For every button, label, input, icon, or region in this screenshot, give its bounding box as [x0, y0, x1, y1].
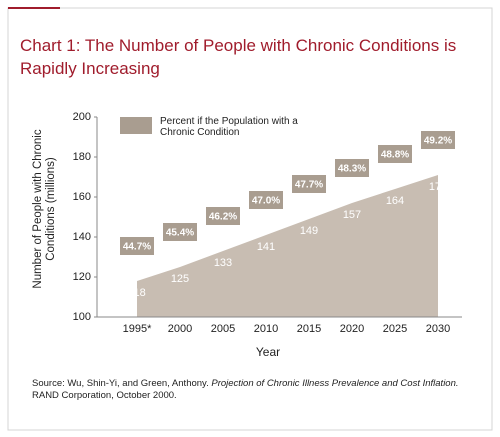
data-label: 149	[300, 225, 318, 237]
x-tick-label: 1995*	[123, 323, 152, 335]
source-prefix: Source: Wu, Shin-Yi, and Green, Anthony.	[32, 378, 209, 389]
percent-label: 47.0%	[252, 196, 280, 207]
percent-label: 44.7%	[123, 242, 151, 253]
data-label: 164	[386, 195, 404, 207]
y-tick-label: 160	[73, 191, 91, 203]
data-label: 157	[343, 209, 361, 221]
percent-label: 47.7%	[295, 180, 323, 191]
percent-box	[292, 175, 326, 193]
y-axis-label: Number of People with Chronic Conditions…	[32, 129, 57, 289]
percent-label: 45.4%	[166, 228, 194, 239]
data-label: 141	[257, 241, 275, 253]
data-label: 125	[171, 273, 189, 285]
legend-swatch	[120, 117, 152, 134]
y-tick-label: 140	[73, 231, 91, 243]
percent-label: 46.2%	[209, 212, 237, 223]
percent-label: 48.8%	[381, 150, 409, 161]
x-tick-label: 2010	[254, 323, 278, 335]
percent-label: 49.2%	[424, 136, 452, 147]
percent-box	[120, 237, 154, 255]
y-tick-label: 180	[73, 151, 91, 163]
percent-label: 48.3%	[338, 164, 366, 175]
x-tick-label: 2025	[383, 323, 407, 335]
percent-box	[378, 145, 412, 163]
y-tick-label: 100	[73, 311, 91, 323]
area	[137, 175, 438, 317]
y-tick-label: 200	[73, 111, 91, 123]
data-label: 118	[128, 287, 146, 299]
data-label: 171	[429, 181, 447, 193]
percent-box	[163, 223, 197, 241]
x-tick-label: 2030	[426, 323, 450, 335]
percent-box	[421, 131, 455, 149]
y-tick-label: 120	[73, 271, 91, 283]
source-suffix: RAND Corporation, October 2000.	[32, 390, 177, 401]
source-note: Source: Wu, Shin-Yi, and Green, Anthony.…	[32, 378, 482, 402]
frame	[7, 7, 493, 431]
legend-label: Percent if the Population with a Chronic…	[160, 116, 298, 138]
percent-box	[206, 207, 240, 225]
percent-box	[249, 191, 283, 209]
percent-box	[335, 159, 369, 177]
x-axis-label: Year	[256, 345, 280, 359]
x-tick-label: 2005	[211, 323, 235, 335]
x-tick-label: 2020	[340, 323, 364, 335]
chart-title: Chart 1: The Number of People with Chron…	[20, 36, 457, 78]
x-tick-label: 2015	[297, 323, 321, 335]
x-tick-label: 2000	[168, 323, 192, 335]
source-title: Projection of Chronic Illness Prevalence…	[211, 378, 459, 389]
data-label: 133	[214, 257, 232, 269]
